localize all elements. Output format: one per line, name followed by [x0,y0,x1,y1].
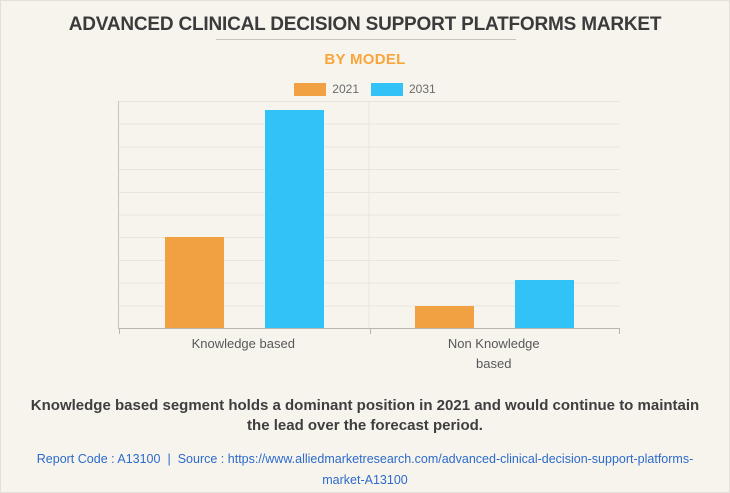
report-code-label: Report Code : A13100 [36,452,161,466]
bar-2031 [264,110,324,328]
x-axis-label-text: Knowledge based [191,336,295,351]
chart-note: Knowledge based segment holds a dominant… [25,396,705,435]
x-axis-tick [369,329,371,334]
bar-group [370,101,621,328]
source-link[interactable]: https://www.alliedmarketresearch.com/adv… [227,452,694,488]
legend-item-label: 2031 [409,82,436,96]
x-axis-label: Knowledge based [118,334,369,354]
footer: Report Code : A13100 | Source : https://ww… [19,449,711,492]
source-label: Source : [177,452,225,466]
legend-item-label: 2021 [332,82,359,96]
legend-swatch-icon [294,82,327,96]
bar-2021 [164,237,224,328]
chart-title: ADVANCED CLINICAL DECISION SUPPORT PLATF… [68,14,662,35]
bar-2031 [515,280,575,328]
legend: 2021 2031 [1,81,729,97]
plot-area [118,101,621,334]
x-axis-tick [119,329,120,334]
chart-note-text: Knowledge based segment holds a dominant… [30,397,700,434]
bar-2021 [415,306,475,328]
footer-separator: | [167,452,171,466]
legend-swatch-icon [371,82,403,96]
x-axis-label-text: Non Knowledge based [447,336,540,372]
legend-item-2031[interactable]: 2031 [371,82,436,96]
x-axis-tick [619,329,620,334]
x-axis-labels: Knowledge based Non Knowledge based [118,334,619,374]
title-divider [216,39,516,40]
bar-group [119,101,370,328]
chart-subtitle: BY MODEL [324,51,406,68]
legend-item-2021[interactable]: 2021 [294,82,359,96]
x-axis-label: Non Knowledge based [369,334,620,374]
